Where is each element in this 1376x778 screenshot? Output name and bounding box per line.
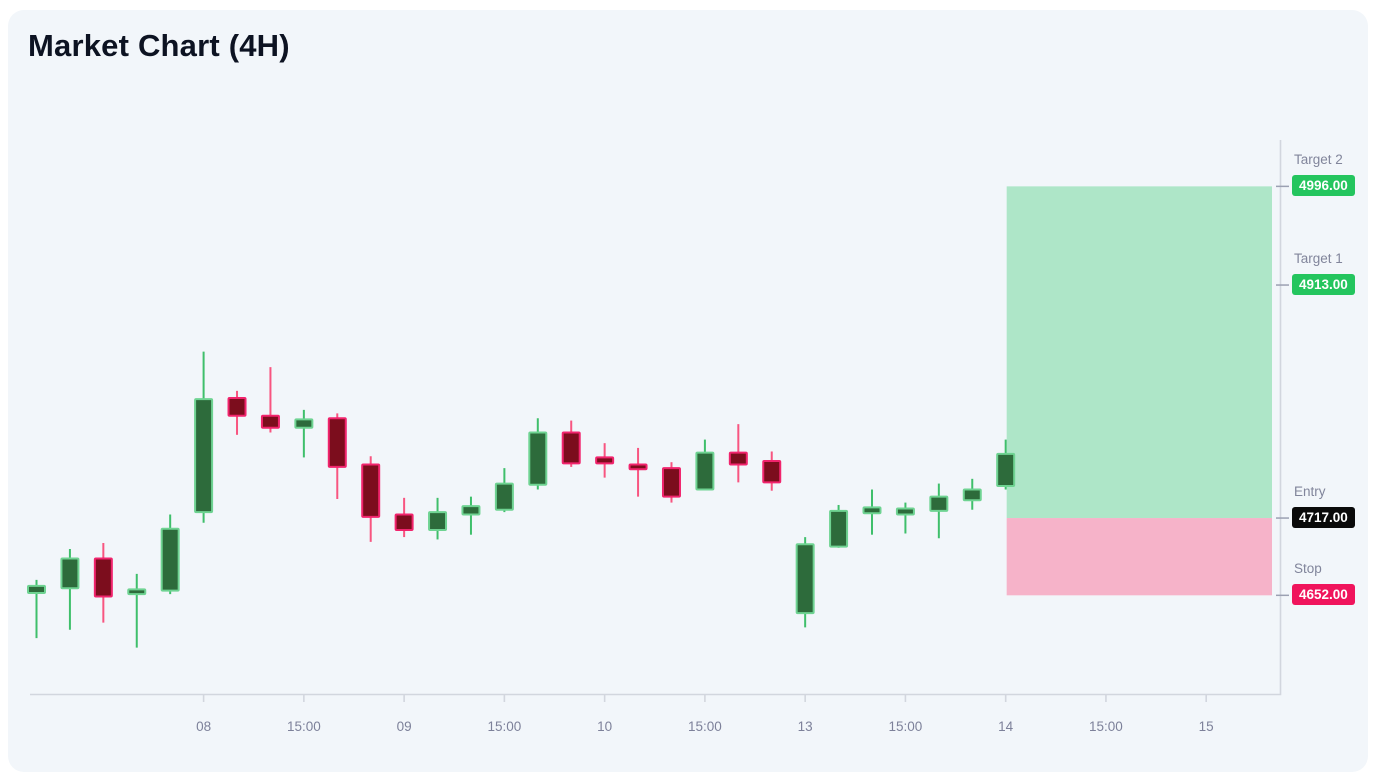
candle-down xyxy=(561,431,581,465)
candle-up xyxy=(127,588,147,596)
candle-up xyxy=(962,488,982,502)
loss-zone xyxy=(1006,518,1272,596)
x-tick-label: 15:00 xyxy=(287,719,321,734)
level-badge-target-2: 4996.00 xyxy=(1292,175,1355,197)
candle-up xyxy=(60,557,80,590)
x-tick-label: 15:00 xyxy=(889,719,923,734)
candle-up xyxy=(494,482,514,511)
level-badge-target-1: 4913.00 xyxy=(1292,274,1355,296)
candle-down xyxy=(394,513,414,531)
candle-down xyxy=(728,451,748,466)
x-tick-label: 15:00 xyxy=(487,719,521,734)
candle-down xyxy=(260,414,280,429)
candle-up xyxy=(160,527,180,592)
x-tick-label: 14 xyxy=(998,719,1014,734)
x-tick-label: 09 xyxy=(397,719,412,734)
candle-up xyxy=(194,398,214,514)
candle-up xyxy=(428,511,448,531)
profit-zone xyxy=(1006,186,1272,519)
candle-down xyxy=(762,459,782,484)
candle-down xyxy=(227,396,247,417)
x-tick-label: 08 xyxy=(196,719,211,734)
candle-up xyxy=(829,509,849,548)
candle-up xyxy=(27,584,46,594)
candle-down xyxy=(628,463,648,471)
candle-down xyxy=(661,467,681,498)
candle-up xyxy=(929,495,949,512)
level-label-entry: Entry xyxy=(1294,484,1326,500)
x-tick-label: 15:00 xyxy=(688,719,722,734)
candle-down xyxy=(361,463,381,518)
candle-up xyxy=(895,507,915,516)
candle-up xyxy=(862,506,882,515)
candle-up xyxy=(528,431,548,486)
level-label-target-2: Target 2 xyxy=(1294,152,1343,168)
candle-up xyxy=(695,451,715,491)
candle-down xyxy=(595,456,615,465)
candle-up xyxy=(294,418,314,429)
x-tick-label: 13 xyxy=(798,719,813,734)
level-badge-stop: 4652.00 xyxy=(1292,584,1355,606)
level-label-target-1: Target 1 xyxy=(1294,251,1343,267)
x-tick-label: 15 xyxy=(1199,719,1214,734)
x-tick-label: 10 xyxy=(597,719,612,734)
candle-down xyxy=(327,417,347,468)
candle-up xyxy=(795,543,815,615)
candle-up xyxy=(996,452,1016,487)
page-title: Market Chart (4H) xyxy=(28,28,290,63)
axis-line xyxy=(30,140,1282,696)
level-label-stop: Stop xyxy=(1294,561,1322,577)
candle-down xyxy=(93,557,113,598)
x-tick-label: 15:00 xyxy=(1089,719,1123,734)
level-badge-entry: 4717.00 xyxy=(1292,507,1355,529)
candle-up xyxy=(461,505,481,516)
